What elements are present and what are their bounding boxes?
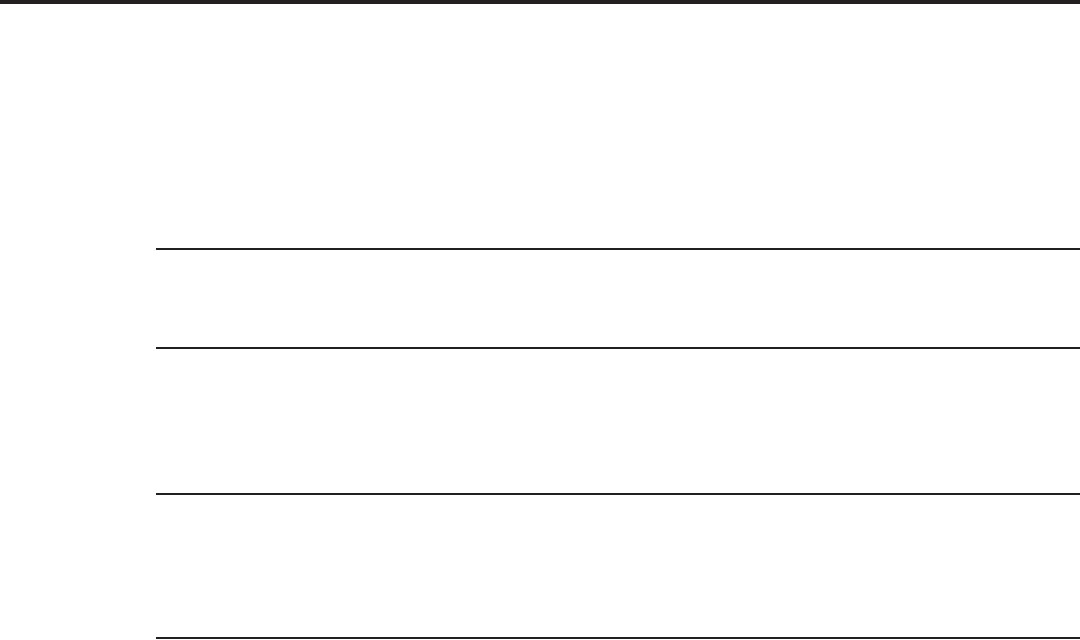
- horizontal-rule: [156, 248, 1080, 250]
- top-border-bar: [0, 0, 1080, 4]
- horizontal-rule: [156, 637, 1080, 639]
- horizontal-rule: [156, 347, 1080, 349]
- horizontal-rule: [156, 493, 1080, 495]
